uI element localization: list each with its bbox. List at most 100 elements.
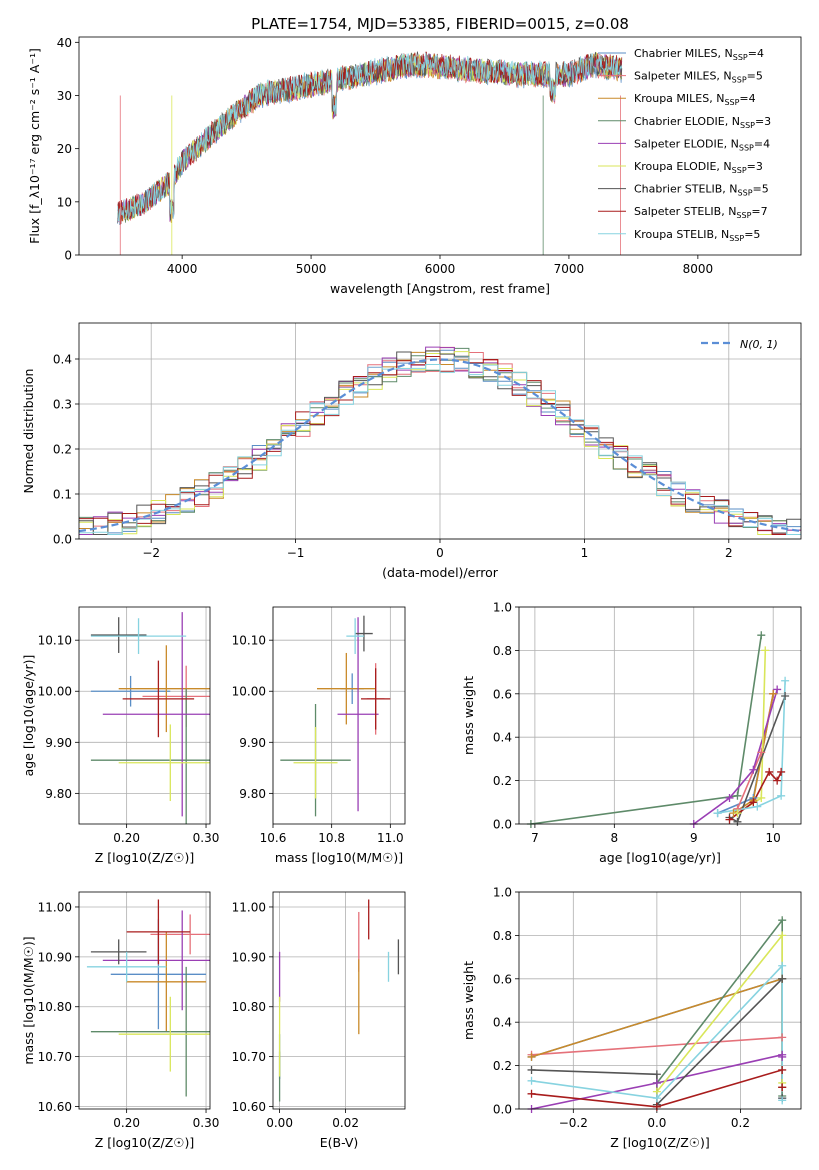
weight-marker xyxy=(527,1089,536,1098)
spectrum-series-5 xyxy=(117,52,623,224)
y-tick-label: 10.80 xyxy=(38,1000,72,1014)
y-tick-label: 11.00 xyxy=(232,900,266,914)
axes-age_vs_Z: 0.20 0.30 9.80 9.90 10.00 10.10 Z [log10(Z/Z☉)… xyxy=(21,606,219,865)
y-axis-label: mass [log10(M/M☉)] xyxy=(21,936,36,1064)
y-tick-label: 0.8 xyxy=(493,644,512,658)
x-tick-label: −0.2 xyxy=(559,1116,588,1130)
x-axis-label: Z [log10(Z/Z☉)] xyxy=(610,1135,710,1150)
legend-entry: N(0, 1) xyxy=(740,338,778,351)
x-axis-label: (data-model)/error xyxy=(382,565,499,580)
x-tick-label: 0 xyxy=(436,546,444,560)
x-tick-label: 7000 xyxy=(554,262,585,276)
y-tick-label: 0.4 xyxy=(493,1016,512,1030)
x-tick-label: −1 xyxy=(287,546,305,560)
y-tick-label: 0.8 xyxy=(493,929,512,943)
plot-area-weight_vs_age xyxy=(530,635,786,824)
y-tick-label: 10.10 xyxy=(232,634,266,648)
y-tick-label: 1.0 xyxy=(493,886,512,900)
y-tick-label: 0.3 xyxy=(53,398,72,412)
legend-entry: Chabrier MILES, NSSP=4 xyxy=(634,47,764,62)
y-tick-label: 0.1 xyxy=(53,488,72,502)
x-tick-label: 9 xyxy=(690,831,698,845)
plot-area-mass_vs_ebv xyxy=(278,899,400,1102)
y-tick-label: 10.60 xyxy=(38,1100,72,1114)
x-tick-label: 10.6 xyxy=(260,831,287,845)
y-tick-label: 10.80 xyxy=(232,1000,266,1014)
weight-marker xyxy=(713,809,722,818)
weight-marker xyxy=(725,793,734,802)
y-tick-label: 11.00 xyxy=(38,900,72,914)
weight-marker xyxy=(777,767,786,776)
y-tick-label: 10.90 xyxy=(232,950,266,964)
x-tick-label: 6000 xyxy=(425,262,456,276)
y-tick-label: 20 xyxy=(57,142,72,156)
weight-marker xyxy=(781,676,790,685)
weight-line-3 xyxy=(530,635,763,824)
x-tick-label: 8 xyxy=(611,831,619,845)
x-tick-label: 7 xyxy=(531,831,539,845)
x-tick-label: 0.0 xyxy=(647,1116,666,1130)
weight-marker xyxy=(761,646,770,655)
legend-entry: Salpeter STELIB, NSSP=7 xyxy=(634,205,768,220)
weight-marker xyxy=(652,1078,661,1087)
x-tick-label: 0.20 xyxy=(113,1116,140,1130)
y-tick-label: 10.10 xyxy=(38,634,72,648)
x-tick-label: 4000 xyxy=(167,262,198,276)
weight-marker xyxy=(778,1033,787,1042)
legend: N(0, 1) xyxy=(701,338,778,351)
y-tick-label: 10.90 xyxy=(38,950,72,964)
axes-frame xyxy=(518,891,802,1110)
plot-area-mass_vs_Z xyxy=(86,899,210,1097)
weight-line-8 xyxy=(531,963,783,1101)
weight-marker xyxy=(778,961,787,970)
x-tick-label: 0.02 xyxy=(332,1116,359,1130)
weight-marker xyxy=(652,1102,661,1111)
axes-frame xyxy=(272,606,406,825)
axes-frame xyxy=(518,606,802,825)
y-tick-label: 9.90 xyxy=(239,736,266,750)
weight-marker xyxy=(781,691,790,700)
legend-entry: Chabrier ELODIE, NSSP=3 xyxy=(634,115,771,130)
legend-entry: Chabrier STELIB, NSSP=5 xyxy=(634,183,769,198)
axes-weight_vs_age: 7 8 9 10 0.0 0.2 0.4 0.6 0.8 1.0 age [log10(age/yr… xyxy=(461,601,802,865)
x-tick-label: 10 xyxy=(766,831,781,845)
weight-marker xyxy=(778,931,787,940)
weight-marker xyxy=(765,767,774,776)
weight-marker xyxy=(652,1070,661,1079)
x-tick-label: 0.20 xyxy=(113,831,140,845)
weight-line-0 xyxy=(717,693,774,814)
y-axis-label: Flux [f_λ10⁻¹⁷ erg cm⁻² s⁻¹ A⁻¹] xyxy=(27,48,42,244)
weight-marker xyxy=(757,793,766,802)
plot-area-residuals xyxy=(79,346,801,535)
y-tick-label: 0.0 xyxy=(493,1103,512,1117)
y-tick-label: 0.6 xyxy=(493,972,512,986)
y-tick-label: 10.00 xyxy=(232,685,266,699)
histogram-series-7 xyxy=(79,356,801,535)
legend-entry: Kroupa MILES, NSSP=4 xyxy=(634,92,756,107)
y-axis-label: mass weight xyxy=(461,961,476,1040)
axes-mass_vs_ebv: 0.00 0.02 10.60 10.70 10.80 10.90 11.00 E(B-V) xyxy=(232,891,406,1150)
y-tick-label: 40 xyxy=(57,36,72,50)
x-tick-label: 11.0 xyxy=(377,831,404,845)
x-tick-label: 8000 xyxy=(683,262,714,276)
y-axis-label: mass weight xyxy=(461,676,476,755)
x-axis-label: mass [log10(M/M☉)] xyxy=(275,850,403,865)
y-tick-label: 0.6 xyxy=(493,687,512,701)
y-tick-label: 10.70 xyxy=(232,1050,266,1064)
plot-area-age_vs_mass xyxy=(280,615,391,817)
weight-marker xyxy=(749,798,758,807)
x-tick-label: 1 xyxy=(581,546,589,560)
x-tick-label: 0.30 xyxy=(193,1116,220,1130)
x-tick-label: −2 xyxy=(142,546,160,560)
axes-residuals: −2 −1 0 1 2 0.0 0.1 0.2 0.3 0.4 (data-model)/error… xyxy=(21,322,802,580)
histogram-series-6 xyxy=(79,350,801,535)
weight-marker xyxy=(749,765,758,774)
weight-marker xyxy=(757,631,766,640)
y-tick-label: 9.80 xyxy=(239,787,266,801)
legend-entry: Kroupa ELODIE, NSSP=3 xyxy=(634,160,763,175)
y-tick-label: 0 xyxy=(64,249,72,263)
y-tick-label: 10.00 xyxy=(38,685,72,699)
plot-area-age_vs_Z xyxy=(90,612,210,824)
axes-frame xyxy=(78,891,211,1110)
legend-entry: Salpeter ELODIE, NSSP=4 xyxy=(634,137,770,152)
